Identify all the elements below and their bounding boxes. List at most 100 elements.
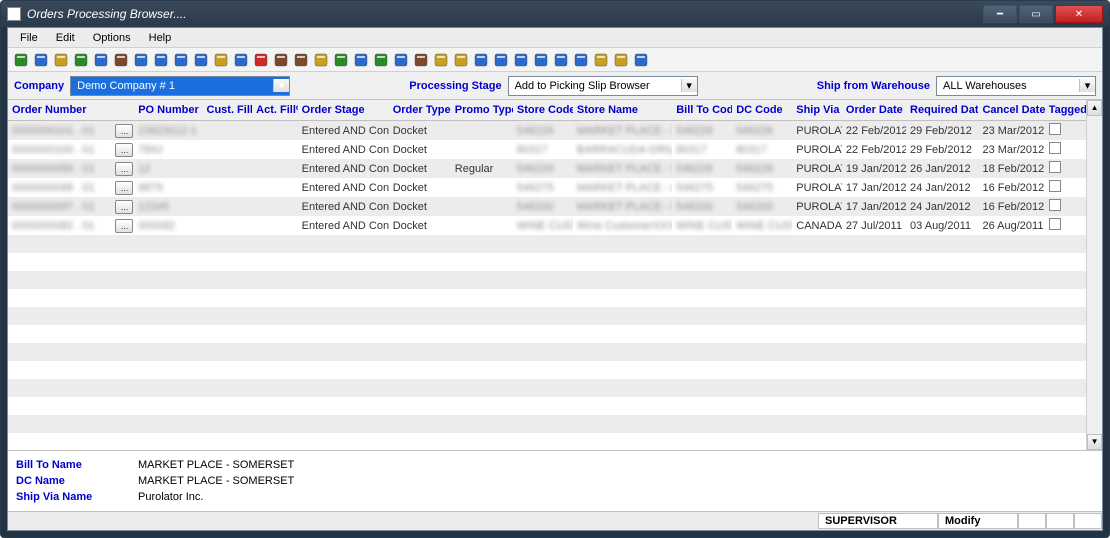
cell-order_no: 0000000097 . 01 — [8, 197, 111, 216]
menu-edit[interactable]: Edit — [48, 30, 83, 46]
row-detail-button[interactable]: ... — [115, 124, 133, 138]
tag-icon[interactable] — [72, 51, 90, 69]
col-stage[interactable]: Order Stage — [298, 100, 389, 121]
chevron-down-icon[interactable]: ▾ — [681, 79, 697, 92]
find-icon[interactable] — [212, 51, 230, 69]
menu-file[interactable]: File — [12, 30, 46, 46]
row-detail-button[interactable]: ... — [115, 200, 133, 214]
nav-next-icon[interactable] — [172, 51, 190, 69]
col-bill_to[interactable]: Bill To Code — [672, 100, 732, 121]
cell-bill_to: 546200 — [672, 197, 732, 216]
col-tag[interactable]: Tagged — [1045, 100, 1087, 121]
warehouse-combo[interactable]: ALL Warehouses ▾ — [936, 76, 1096, 96]
import-icon[interactable] — [392, 51, 410, 69]
tagged-checkbox[interactable] — [1049, 218, 1061, 230]
scroll-up-icon[interactable]: ▲ — [1087, 100, 1102, 116]
col-cdate[interactable]: Cancel Date — [978, 100, 1044, 121]
col-rdate[interactable]: Required Date — [906, 100, 978, 121]
scroll-track[interactable] — [1087, 116, 1102, 434]
dc-key: DC Name — [16, 473, 126, 489]
table-row[interactable]: 0000000099 . 01...12Entered AND ConfDock… — [8, 159, 1086, 178]
table-row[interactable]: 0000000100 . 01...789JEntered AND ConfDo… — [8, 140, 1086, 159]
cell-rdate: 29 Feb/2012 — [906, 140, 978, 159]
stage-combo[interactable]: Add to Picking Slip Browser ▾ — [508, 76, 698, 96]
table-row[interactable]: 0000000097 . 01...12345Entered AND ConfD… — [8, 197, 1086, 216]
doc7-icon[interactable] — [572, 51, 590, 69]
person-icon[interactable] — [312, 51, 330, 69]
pencil-icon[interactable] — [12, 51, 30, 69]
doc8-icon[interactable] — [592, 51, 610, 69]
grid-icon[interactable] — [112, 51, 130, 69]
cell-tag — [1045, 197, 1087, 216]
col-odate[interactable]: Order Date — [842, 100, 906, 121]
company-combo[interactable]: Demo Company # 1 ▾ — [70, 76, 290, 96]
filter-icon[interactable] — [332, 51, 350, 69]
titlebar[interactable]: Orders Processing Browser.... ━ ▭ ✕ — [1, 1, 1109, 27]
cell-store_name: Wine CustomerXXX — [573, 216, 672, 235]
table-row[interactable]: 0000000098 . 01...9875Entered AND ConfDo… — [8, 178, 1086, 197]
cell-btn: ... — [111, 197, 134, 216]
print-icon[interactable] — [412, 51, 430, 69]
doc3-icon[interactable] — [492, 51, 510, 69]
col-act[interactable]: Act. Fill% — [252, 100, 298, 121]
export-icon[interactable] — [372, 51, 390, 69]
shipvia-key: Ship Via Name — [16, 489, 126, 505]
tagged-checkbox[interactable] — [1049, 180, 1061, 192]
nav-last-icon[interactable] — [192, 51, 210, 69]
doc6-icon[interactable] — [552, 51, 570, 69]
doc5-icon[interactable] — [532, 51, 550, 69]
cell-store_name: MARKET PLACE - AT 1 — [573, 178, 672, 197]
tagged-checkbox[interactable] — [1049, 199, 1061, 211]
tagged-checkbox[interactable] — [1049, 161, 1061, 173]
row-detail-button[interactable]: ... — [115, 219, 133, 233]
close-button[interactable]: ✕ — [1055, 5, 1103, 23]
col-store_code[interactable]: Store Code — [513, 100, 573, 121]
tagged-checkbox[interactable] — [1049, 142, 1061, 154]
col-po[interactable]: PO Number — [134, 100, 202, 121]
chevron-down-icon[interactable]: ▾ — [1079, 79, 1095, 92]
col-cust[interactable]: Cust. Fill% — [203, 100, 253, 121]
col-ship[interactable]: Ship Via — [792, 100, 842, 121]
cell-promo — [451, 121, 513, 141]
table-row-empty — [8, 343, 1086, 361]
split-icon[interactable] — [272, 51, 290, 69]
col-btn[interactable] — [111, 100, 134, 121]
table-row[interactable]: 0000000101 . 01...23623012-1Entered AND … — [8, 121, 1086, 141]
chevron-down-icon[interactable]: ▾ — [273, 79, 289, 92]
row-detail-button[interactable]: ... — [115, 181, 133, 195]
check-icon[interactable] — [92, 51, 110, 69]
col-type[interactable]: Order Type — [389, 100, 451, 121]
refresh-icon[interactable] — [352, 51, 370, 69]
scroll-down-icon[interactable]: ▼ — [1087, 434, 1102, 450]
paste-icon[interactable] — [452, 51, 470, 69]
doc2-icon[interactable] — [472, 51, 490, 69]
nav-prev-icon[interactable] — [152, 51, 170, 69]
link-icon[interactable] — [32, 51, 50, 69]
help-icon[interactable] — [632, 51, 650, 69]
minimize-button[interactable]: ━ — [983, 5, 1017, 23]
columns-icon[interactable] — [292, 51, 310, 69]
menu-options[interactable]: Options — [85, 30, 139, 46]
cell-bill_to: WINE CUSTO — [672, 216, 732, 235]
cell-ship: PUROLAT — [792, 121, 842, 141]
copy-icon[interactable] — [432, 51, 450, 69]
maximize-button[interactable]: ▭ — [1019, 5, 1053, 23]
table-row[interactable]: 0000000082 . 01...000082Entered AND Conf… — [8, 216, 1086, 235]
vertical-scrollbar[interactable]: ▲ ▼ — [1086, 100, 1102, 450]
sort-icon[interactable] — [232, 51, 250, 69]
cell-type: Docket — [389, 216, 451, 235]
doc9-icon[interactable] — [612, 51, 630, 69]
col-order_no[interactable]: Order Number — [8, 100, 111, 121]
row-detail-button[interactable]: ... — [115, 143, 133, 157]
col-promo[interactable]: Promo Type — [451, 100, 513, 121]
cell-tag — [1045, 178, 1087, 197]
doc-icon[interactable] — [52, 51, 70, 69]
col-dc[interactable]: DC Code — [732, 100, 792, 121]
tagged-checkbox[interactable] — [1049, 123, 1061, 135]
col-store_name[interactable]: Store Name — [573, 100, 672, 121]
doc4-icon[interactable] — [512, 51, 530, 69]
menu-help[interactable]: Help — [141, 30, 180, 46]
nav-first-icon[interactable] — [132, 51, 150, 69]
row-detail-button[interactable]: ... — [115, 162, 133, 176]
stop-icon[interactable] — [252, 51, 270, 69]
